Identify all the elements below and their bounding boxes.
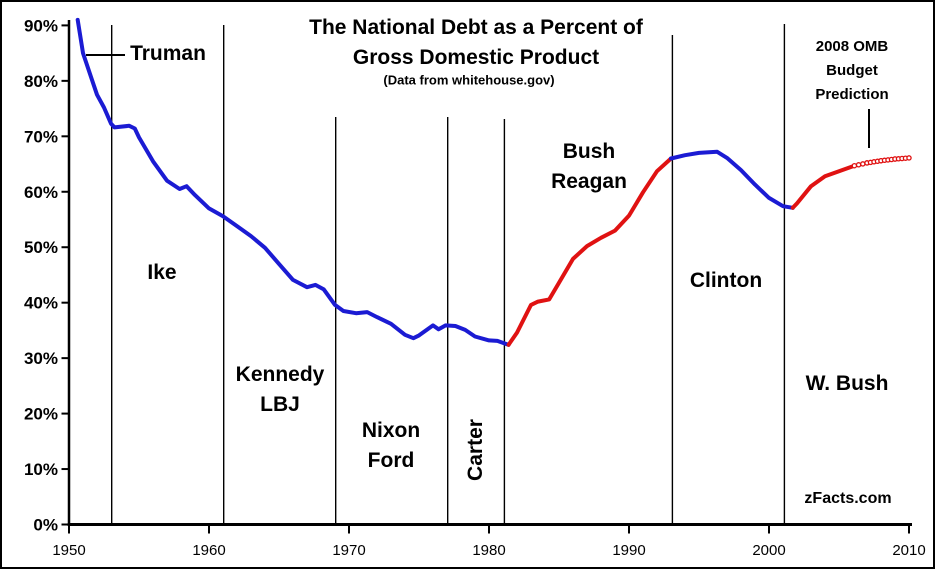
chart-subtitle: (Data from whitehouse.gov) [383, 72, 555, 88]
series-truman-through-carter [75, 17, 511, 347]
y-axis-tick-label: 10% [24, 460, 58, 479]
x-axis-tick-label: 2000 [752, 542, 785, 559]
president-label-truman: Truman [130, 39, 206, 69]
president-label-line: Ike [147, 261, 177, 284]
president-label-line: Bush [562, 140, 616, 163]
prediction-dot [860, 161, 866, 167]
president-label-bush-reagan: Bush Reagan [551, 137, 627, 197]
omb-annotation-line2: Budget [826, 62, 878, 79]
omb-annotation-line1: 2008 OMB [815, 38, 889, 55]
y-axis-tick-label: 90% [24, 16, 58, 35]
president-label-line: W. Bush [805, 372, 889, 395]
president-label-ike: Ike [147, 258, 176, 288]
president-label-line: Carter [464, 419, 487, 481]
y-axis-tick-label: 70% [24, 127, 58, 146]
president-label-line: Reagan [551, 170, 627, 193]
x-axis-tick-label: 1980 [472, 542, 505, 559]
president-label-carter: Carter [461, 419, 491, 481]
prediction-dot [906, 155, 912, 161]
president-label-line: Ford [367, 449, 415, 472]
omb-annotation-line3: Prediction [815, 86, 889, 103]
president-label-line: LBJ [260, 393, 300, 416]
prediction-dot [855, 162, 862, 168]
prediction-dot [851, 162, 858, 169]
chart-title-line2: Gross Domestic Product [352, 46, 600, 69]
president-label-line: Clinton [689, 269, 763, 292]
y-axis-tick-label: 50% [24, 238, 58, 257]
x-axis-tick-label: 2010 [892, 542, 925, 559]
series-omb-2008-prediction [851, 155, 912, 169]
president-label-kennedy-lbj: Kennedy LBJ [236, 360, 325, 420]
president-label-line: Kennedy [235, 363, 325, 386]
x-axis-tick-label: 1990 [612, 542, 645, 559]
president-label-line: Nixon [361, 419, 421, 442]
y-axis-tick-label: 0% [33, 516, 58, 535]
y-axis-tick-label: 30% [24, 349, 58, 368]
zfacts-watermark: zFacts.com [804, 490, 892, 507]
y-axis-tick-label: 60% [24, 183, 58, 202]
y-axis-tick-label: 20% [24, 405, 58, 424]
x-axis-tick-label: 1960 [192, 542, 225, 559]
y-axis-tick-label: 40% [24, 294, 58, 313]
x-axis-tick-label: 1970 [332, 542, 365, 559]
president-label-clinton: Clinton [690, 266, 762, 296]
omb-budget-prediction-annotation: 2008 OMB Budget Prediction [815, 35, 888, 107]
series-reagan-bush [506, 156, 673, 347]
series-clinton [669, 149, 795, 210]
x-axis-tick-label: 1950 [52, 542, 85, 559]
president-label-nixon-ford: Nixon Ford [362, 416, 420, 476]
y-axis-tick-label: 80% [24, 72, 58, 91]
chart-title-line1: The National Debt as a Percent of [309, 16, 643, 39]
president-label-w-bush: W. Bush [806, 369, 889, 399]
series-w-bush-actual [790, 163, 857, 210]
president-label-line: Truman [130, 42, 206, 65]
